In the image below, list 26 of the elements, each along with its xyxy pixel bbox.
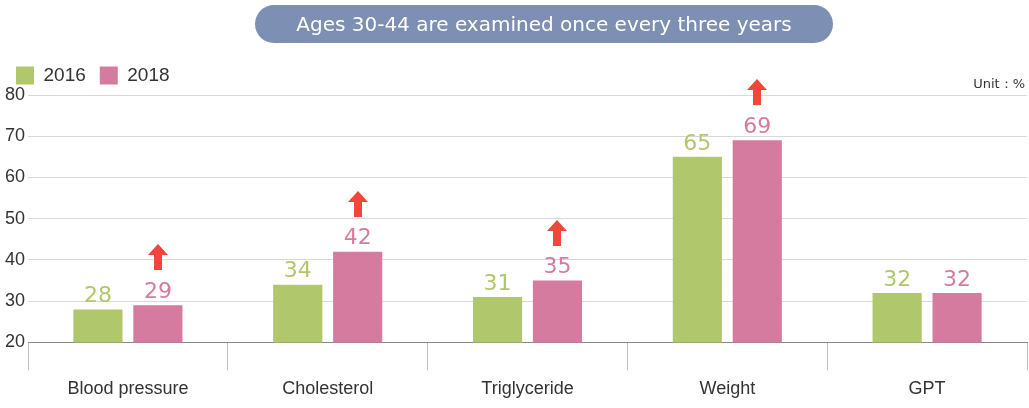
text: Unit：%	[973, 75, 1025, 91]
data-label: 42	[343, 224, 372, 250]
data-label: 65	[683, 129, 712, 155]
data-label: 31	[483, 269, 512, 295]
y-tick-label: 40	[4, 248, 26, 269]
y-tick-label: 70	[4, 125, 26, 146]
data-label: 29	[143, 278, 172, 304]
x-tick-label: GPT	[908, 378, 946, 399]
x-tick-label: Weight	[699, 378, 756, 399]
data-label: 35	[543, 253, 572, 279]
y-tick-label: 60	[4, 166, 26, 187]
y-tick-label: 30	[4, 290, 26, 311]
data-label: 34	[283, 257, 312, 283]
data-label: 69	[743, 113, 772, 139]
data-label: 28	[83, 282, 112, 308]
y-tick-label: 50	[4, 207, 26, 228]
y-tick-label: 80	[4, 83, 26, 104]
data-label: 32	[943, 265, 972, 291]
chart-title: Ages 30-44 are examined once every three years	[255, 5, 833, 43]
data-label: 32	[883, 265, 912, 291]
x-tick-label: Blood pressure	[67, 378, 189, 399]
y-tick-label: 20	[4, 331, 26, 352]
legend-label: 2018	[127, 63, 170, 85]
x-tick-label: Cholesterol	[282, 378, 374, 399]
legend-label: 2016	[43, 63, 86, 85]
x-tick-label: Triglyceride	[481, 378, 574, 399]
